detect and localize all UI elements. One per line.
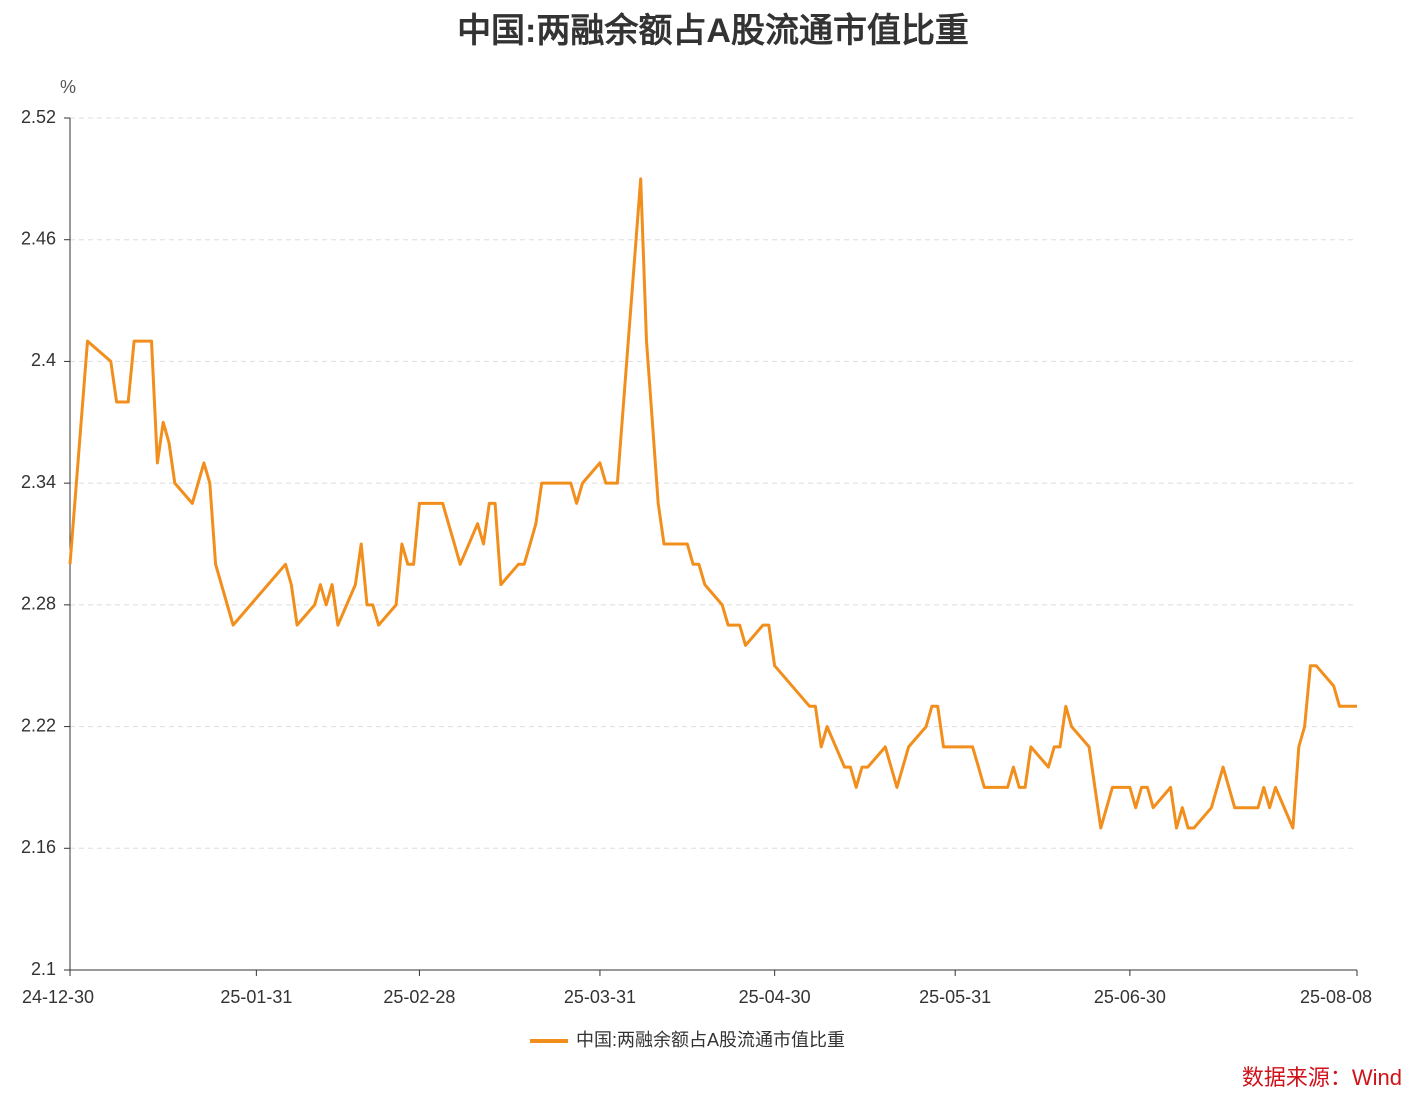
y-tick-label: 2.46 [21, 228, 56, 248]
x-tick-label: 25-06-30 [1094, 987, 1166, 1007]
y-tick-label: 2.22 [21, 715, 56, 735]
x-tick-label: 25-03-31 [564, 987, 636, 1007]
x-tick-label: 25-01-31 [220, 987, 292, 1007]
chart-title: 中国:两融余额占A股流通市值比重 [457, 11, 969, 50]
y-tick-label: 2.52 [21, 107, 56, 127]
legend-label: 中国:两融余额占A股流通市值比重 [576, 1030, 845, 1050]
x-tick-label: 25-05-31 [919, 987, 991, 1007]
y-tick-label: 2.1 [31, 959, 56, 979]
y-unit: % [60, 77, 76, 97]
source: 数据来源：Wind [1242, 1065, 1402, 1090]
x-tick-label: 24-12-30 [22, 987, 94, 1007]
x-tick-label: 25-04-30 [739, 987, 811, 1007]
x-tick-label: 25-02-28 [383, 987, 455, 1007]
x-tick-label: 25-08-08 [1300, 987, 1372, 1007]
y-tick-label: 2.28 [21, 594, 56, 614]
line-series [68, 177, 1357, 830]
y-tick-label: 2.4 [31, 350, 56, 370]
y-tick-label: 2.16 [21, 837, 56, 857]
y-tick-label: 2.34 [21, 472, 56, 492]
